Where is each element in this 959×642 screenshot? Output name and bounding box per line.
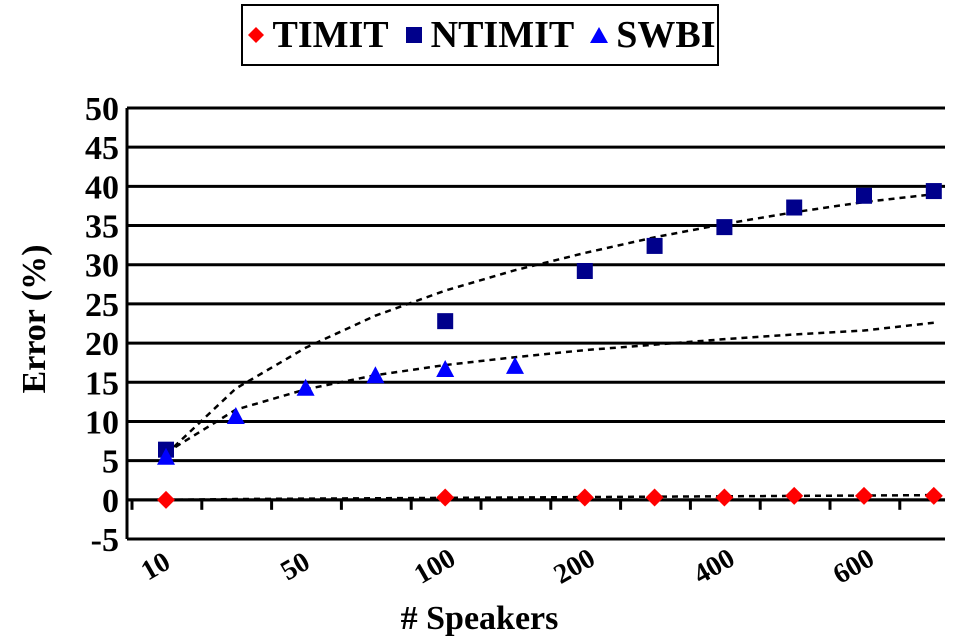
ntimit-point [786, 199, 803, 216]
legend-item-timit: TIMIT [245, 16, 389, 54]
ntimit-point [925, 183, 942, 200]
timit-point [645, 488, 664, 507]
y-tick-label: 5 [102, 444, 119, 481]
y-tick-label: 10 [85, 404, 119, 441]
diamond-marker-icon [247, 27, 264, 43]
legend: TIMIT NTIMIT SWBI [241, 4, 719, 66]
timit-point [157, 490, 175, 509]
swbi-point [157, 447, 175, 465]
legend-label-ntimit: NTIMIT [430, 14, 575, 56]
ntimit-point [576, 262, 593, 279]
y-axis-title: Error (%) [16, 244, 53, 394]
ntimit-point [437, 313, 454, 330]
y-tick-label: 0 [102, 483, 119, 520]
triangle-marker-icon [590, 27, 609, 43]
trend-line-ntimit [165, 192, 934, 456]
trend-line-timit [165, 493, 934, 502]
legend-item-swbi: SWBI [588, 14, 716, 56]
y-tick-label: 30 [85, 248, 119, 285]
x-tick-label: 200 [549, 543, 601, 591]
y-tick-label: 40 [85, 169, 119, 206]
timit-point [924, 486, 943, 505]
ntimit-point [856, 187, 872, 204]
ntimit-point [646, 237, 663, 254]
square-marker-icon [405, 27, 422, 43]
x-tick-label: 50 [275, 546, 315, 587]
swbi-point [226, 406, 245, 424]
x-tick-label: 400 [688, 543, 740, 591]
swbi-point [296, 378, 315, 396]
x-tick-label: 600 [828, 543, 880, 591]
legend-item-ntimit: NTIMIT [403, 14, 575, 56]
legend-label-swbi: SWBI [616, 14, 716, 56]
timit-point [715, 488, 734, 507]
timit-point [575, 488, 594, 507]
axes [125, 108, 945, 539]
y-tick-label: 50 [85, 91, 119, 128]
x-tick-label: 100 [409, 543, 461, 591]
y-tick-label: 25 [85, 287, 119, 324]
data-points [157, 183, 943, 509]
timit-point [855, 486, 873, 505]
timit-point [785, 486, 804, 505]
trend-line-swbi [165, 321, 934, 454]
x-tick-labels: 10 50 100 200 400 600 [136, 543, 880, 591]
swbi-point [366, 366, 385, 384]
ntimit-point [716, 219, 733, 236]
legend-label-timit: TIMIT [272, 14, 389, 56]
x-axis-title: # Speakers [400, 600, 559, 637]
swbi-point [436, 359, 455, 377]
swbi-point [506, 356, 524, 374]
y-tick-label: 35 [85, 209, 119, 246]
x-tick-label: 10 [136, 546, 176, 587]
y-tick-label: 20 [85, 326, 119, 363]
y-tick-label: -5 [91, 522, 119, 559]
grid-lines [127, 106, 945, 541]
y-tick-label: 15 [85, 365, 119, 402]
y-tick-label: 45 [85, 130, 119, 167]
trend-lines [165, 192, 934, 502]
timit-point [436, 488, 455, 507]
